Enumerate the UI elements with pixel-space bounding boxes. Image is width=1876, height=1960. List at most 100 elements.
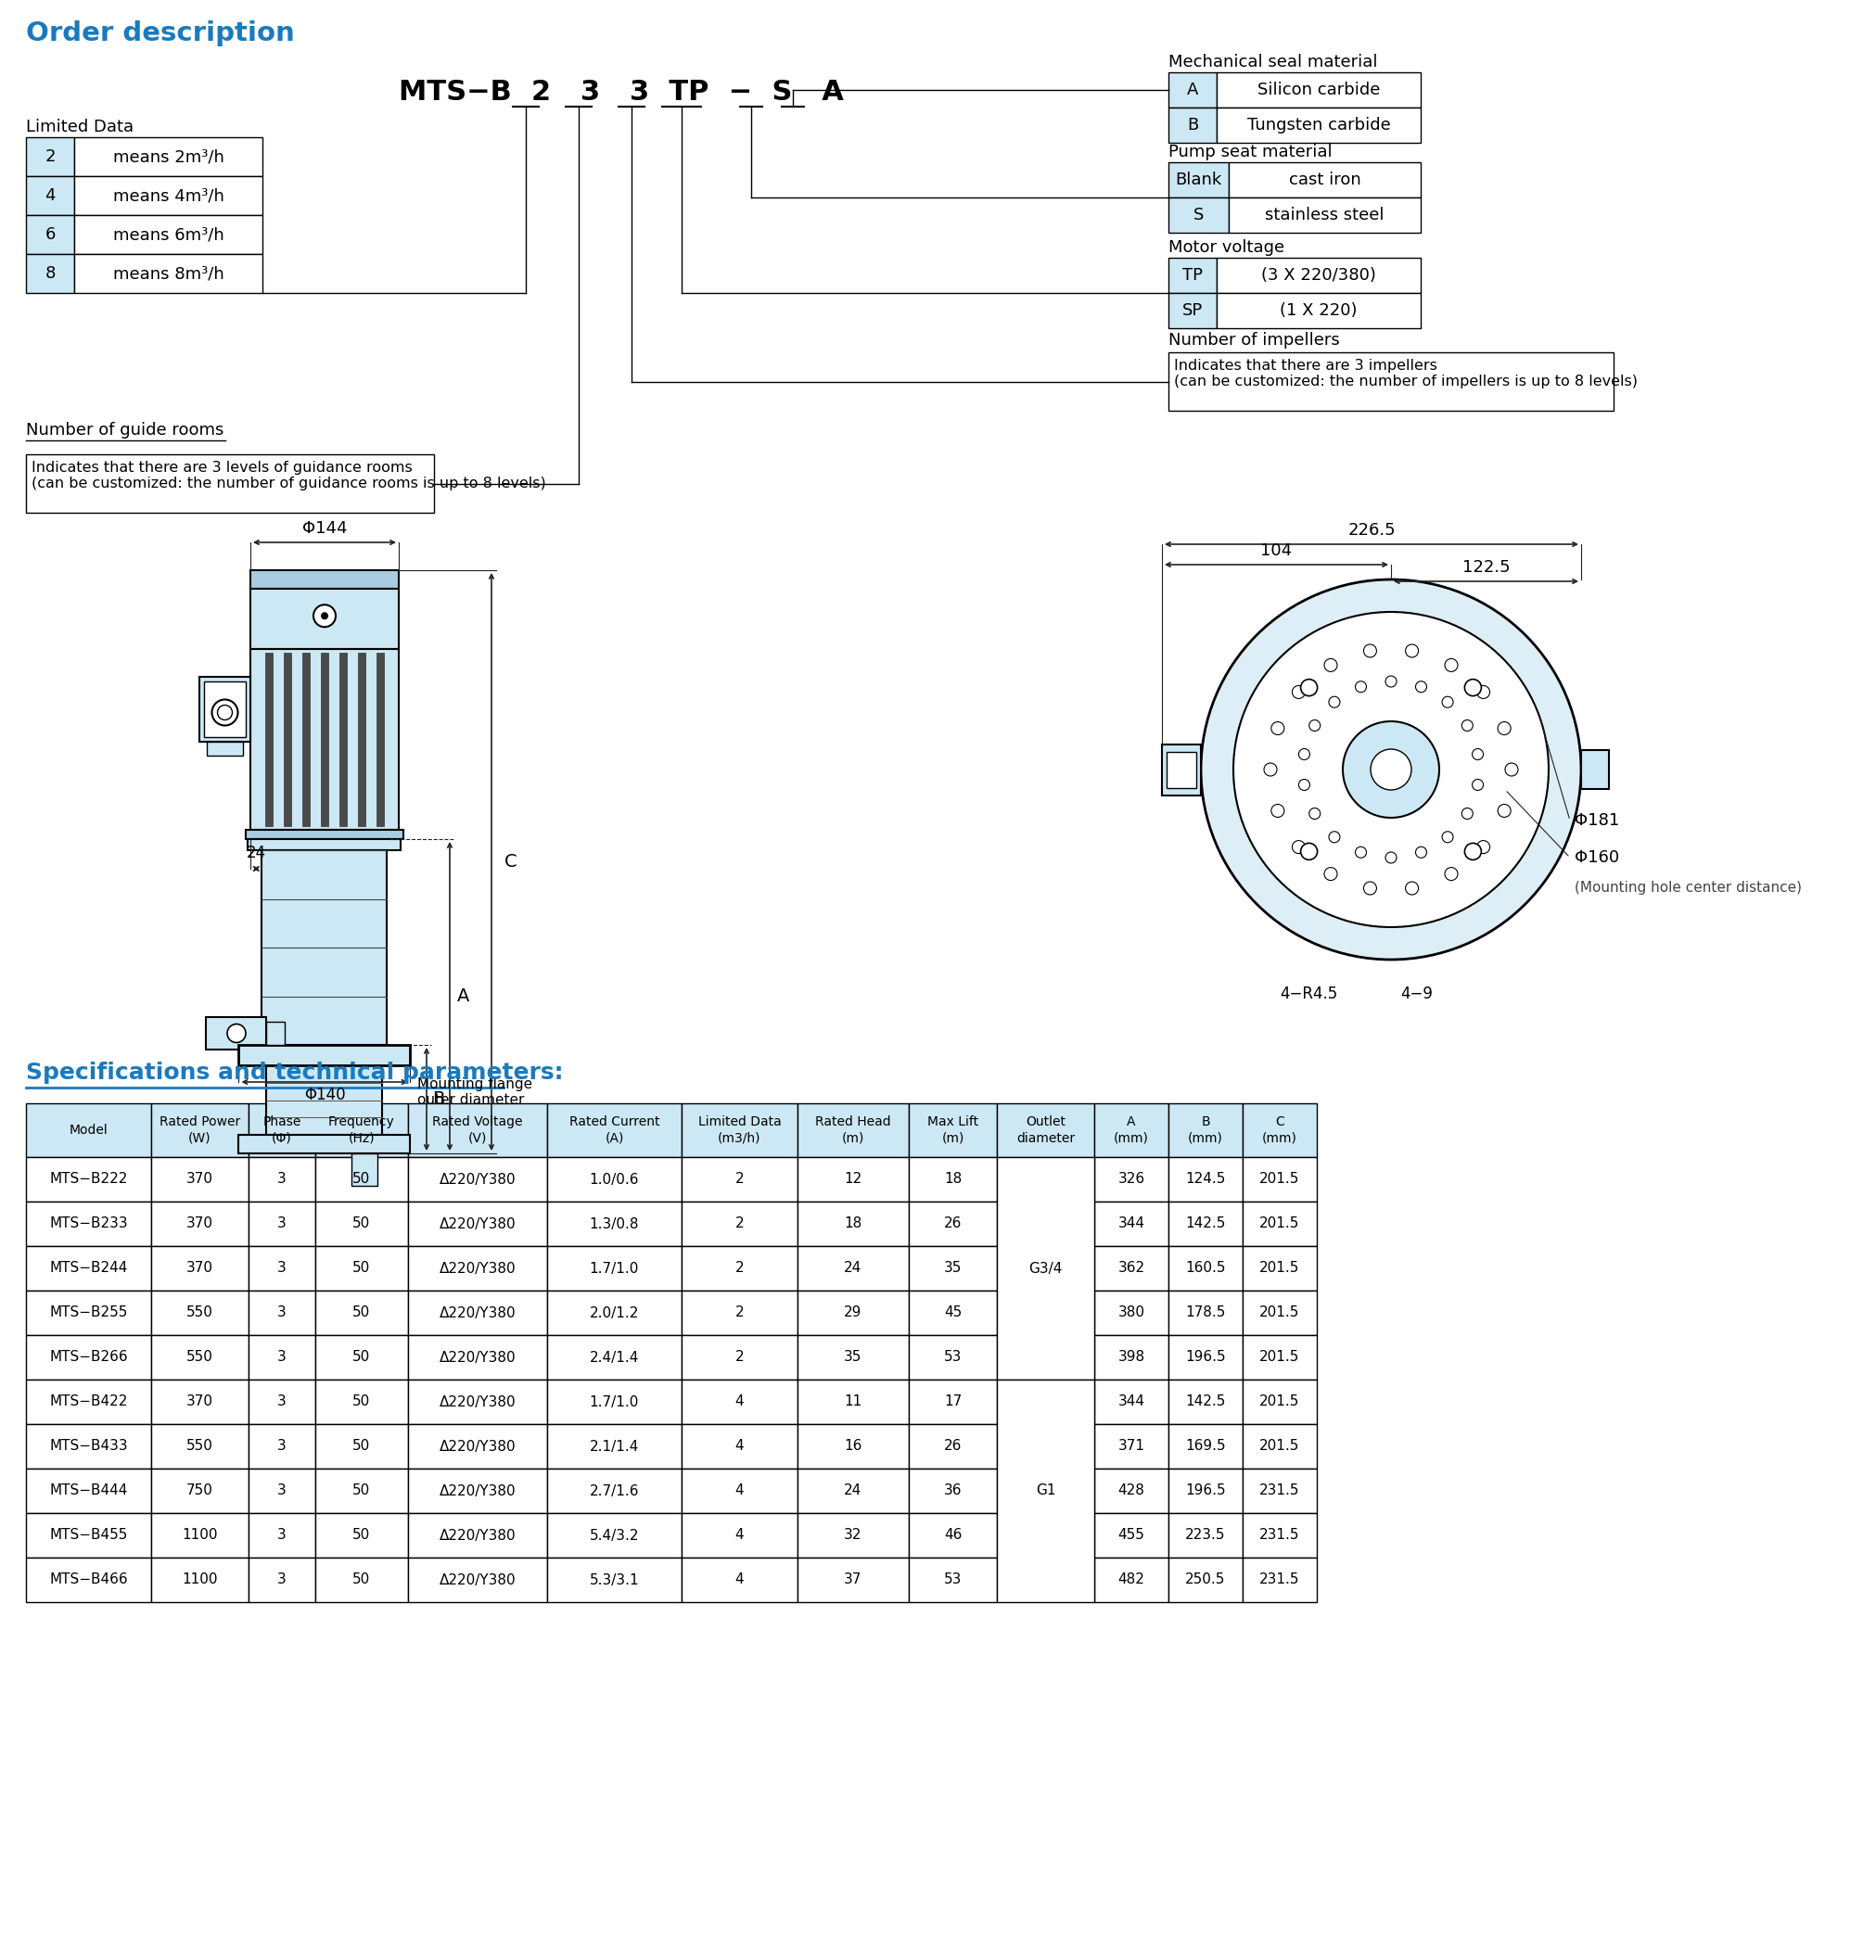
- Bar: [548, 1103, 681, 1156]
- Bar: [315, 1513, 407, 1558]
- Text: 3: 3: [278, 1305, 287, 1319]
- Bar: [248, 1425, 315, 1468]
- Text: Rated Power
(W): Rated Power (W): [159, 1115, 240, 1145]
- Text: B
(mm): B (mm): [1188, 1115, 1223, 1145]
- Text: 11: 11: [844, 1396, 861, 1409]
- Circle shape: [1362, 645, 1375, 657]
- Text: MTS−B422: MTS−B422: [49, 1396, 128, 1409]
- Bar: [1094, 1201, 1169, 1247]
- Text: Rated Head
(m): Rated Head (m): [814, 1115, 891, 1145]
- Text: 35: 35: [844, 1350, 861, 1364]
- Circle shape: [1471, 780, 1482, 790]
- Text: Φ160: Φ160: [1574, 849, 1619, 866]
- Text: (3 X 220/380): (3 X 220/380): [1261, 267, 1375, 284]
- Circle shape: [1300, 680, 1317, 696]
- Bar: [353, 1152, 377, 1186]
- Text: 32: 32: [844, 1529, 861, 1543]
- Bar: [1169, 1247, 1242, 1290]
- Circle shape: [1354, 847, 1366, 858]
- Bar: [75, 176, 263, 216]
- Text: S: S: [1193, 206, 1203, 223]
- Text: 2: 2: [735, 1217, 743, 1231]
- Bar: [681, 1425, 797, 1468]
- Circle shape: [1384, 853, 1396, 862]
- Text: 2: 2: [735, 1172, 743, 1186]
- Text: 2: 2: [735, 1262, 743, 1276]
- Circle shape: [1328, 696, 1339, 708]
- Bar: [1169, 1103, 1242, 1156]
- Bar: [407, 1513, 548, 1558]
- Bar: [548, 1247, 681, 1290]
- Circle shape: [1270, 804, 1283, 817]
- Circle shape: [1415, 847, 1426, 858]
- Circle shape: [1362, 882, 1375, 894]
- Text: 50: 50: [353, 1529, 370, 1543]
- Bar: [1216, 292, 1420, 327]
- Text: 482: 482: [1118, 1574, 1144, 1588]
- Text: 550: 550: [186, 1305, 214, 1319]
- Bar: [1094, 1558, 1169, 1601]
- Bar: [797, 1247, 908, 1290]
- Bar: [1169, 353, 1613, 412]
- Bar: [681, 1335, 797, 1380]
- Bar: [26, 1290, 152, 1335]
- Text: Tungsten carbide: Tungsten carbide: [1246, 118, 1390, 133]
- Bar: [1169, 163, 1229, 198]
- Text: Outlet
diameter: Outlet diameter: [1015, 1115, 1075, 1145]
- Bar: [908, 1201, 996, 1247]
- Circle shape: [1298, 749, 1309, 760]
- Bar: [1169, 1290, 1242, 1335]
- Bar: [797, 1468, 908, 1513]
- Bar: [908, 1290, 996, 1335]
- Bar: [248, 1468, 315, 1513]
- Text: MTS−B466: MTS−B466: [49, 1574, 128, 1588]
- Text: 122.5: 122.5: [1461, 559, 1510, 576]
- Bar: [1242, 1335, 1317, 1380]
- Bar: [26, 1425, 152, 1468]
- Bar: [797, 1335, 908, 1380]
- Bar: [1094, 1103, 1169, 1156]
- Circle shape: [1308, 808, 1319, 819]
- Text: 550: 550: [186, 1350, 214, 1364]
- Bar: [152, 1103, 248, 1156]
- Text: 196.5: 196.5: [1186, 1484, 1225, 1497]
- Text: Number of impellers: Number of impellers: [1169, 331, 1339, 349]
- Text: 371: 371: [1118, 1439, 1144, 1452]
- Circle shape: [1463, 843, 1480, 860]
- Text: MTS−B455: MTS−B455: [49, 1529, 128, 1543]
- Circle shape: [1405, 645, 1418, 657]
- Text: 4: 4: [735, 1439, 743, 1452]
- Text: 3: 3: [278, 1574, 287, 1588]
- Bar: [1094, 1513, 1169, 1558]
- Bar: [797, 1156, 908, 1201]
- Circle shape: [1445, 659, 1458, 672]
- Text: Indicates that there are 3 levels of guidance rooms
(can be customized: the numb: Indicates that there are 3 levels of gui…: [32, 461, 546, 490]
- Bar: [1216, 108, 1420, 143]
- Bar: [548, 1335, 681, 1380]
- Text: 160.5: 160.5: [1186, 1262, 1225, 1276]
- Text: 326: 326: [1118, 1172, 1144, 1186]
- Text: 3: 3: [278, 1396, 287, 1409]
- Bar: [248, 839, 401, 851]
- Circle shape: [1384, 676, 1396, 688]
- Circle shape: [1354, 682, 1366, 692]
- Bar: [315, 1290, 407, 1335]
- Text: 50: 50: [353, 1262, 370, 1276]
- Text: 24: 24: [844, 1484, 861, 1497]
- Text: 4: 4: [735, 1574, 743, 1588]
- Bar: [908, 1380, 996, 1425]
- Text: 231.5: 231.5: [1259, 1529, 1300, 1543]
- Circle shape: [1201, 580, 1580, 960]
- Bar: [248, 1558, 315, 1601]
- Bar: [26, 1513, 152, 1558]
- Bar: [548, 1558, 681, 1601]
- Text: Δ220/Y380: Δ220/Y380: [439, 1396, 516, 1409]
- Text: 3: 3: [278, 1529, 287, 1543]
- Bar: [1094, 1247, 1169, 1290]
- Text: 4−R4.5: 4−R4.5: [1279, 986, 1338, 1002]
- Bar: [996, 1103, 1094, 1156]
- Text: Rated Voltage
(V): Rated Voltage (V): [431, 1115, 523, 1145]
- Bar: [1169, 1468, 1242, 1513]
- Text: Rated Current
(A): Rated Current (A): [568, 1115, 658, 1145]
- Bar: [797, 1103, 908, 1156]
